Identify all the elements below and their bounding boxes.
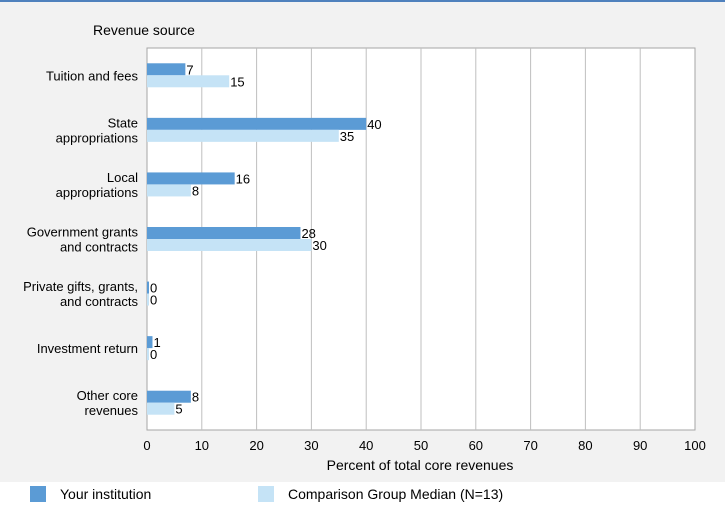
legend-swatch-your-institution	[30, 486, 46, 502]
bar-comparison-group	[147, 239, 312, 251]
bar-value-label: 28	[301, 226, 315, 241]
bar-value-label: 40	[367, 117, 381, 132]
bar-comparison-group	[147, 75, 230, 88]
bar-value-label: 16	[236, 171, 250, 186]
bar-value-label: 5	[175, 402, 182, 417]
legend: Your institution Comparison Group Median…	[0, 482, 725, 506]
bar-comparison-group	[147, 293, 149, 306]
bar-your-institution	[147, 227, 301, 239]
x-tick-label: 20	[249, 438, 263, 453]
bar-value-label: 7	[186, 62, 193, 77]
category-label: Government grants and contracts	[27, 225, 139, 255]
bar-value-label: 0	[150, 293, 157, 308]
bar-value-label: 35	[340, 129, 354, 144]
bar-value-label: 30	[312, 238, 326, 253]
legend-item-your-institution: Your institution	[30, 486, 151, 502]
bar-value-label: 8	[192, 390, 199, 405]
category-label: Tuition and fees	[46, 68, 139, 83]
bar-comparison-group	[147, 348, 149, 361]
x-axis-label: Percent of total core revenues	[327, 457, 514, 473]
bar-value-label: 0	[150, 347, 157, 362]
bar-comparison-group	[147, 184, 191, 197]
bar-value-label: 8	[192, 183, 199, 198]
legend-item-comparison-group: Comparison Group Median (N=13)	[258, 486, 503, 502]
x-tick-label: 0	[143, 438, 150, 453]
x-tick-label: 50	[414, 438, 428, 453]
bar-value-label: 1	[153, 335, 160, 350]
category-label: Local appropriations	[56, 170, 139, 200]
x-tick-label: 40	[359, 438, 373, 453]
bar-comparison-group	[147, 402, 175, 415]
bar-value-label: 0	[150, 281, 157, 296]
bar-your-institution	[147, 63, 186, 76]
bar-your-institution	[147, 336, 153, 349]
x-tick-label: 70	[523, 438, 537, 453]
legend-swatch-comparison-group	[258, 486, 274, 502]
legend-label-your-institution: Your institution	[60, 486, 152, 502]
category-label: Other core revenues	[77, 388, 139, 418]
x-tick-label: 80	[578, 438, 592, 453]
bar-your-institution	[147, 117, 367, 130]
chart-title: Revenue source	[93, 22, 195, 38]
bar-value-label: 15	[230, 74, 244, 89]
x-tick-label: 60	[469, 438, 483, 453]
bar-your-institution	[147, 172, 235, 185]
bar-your-institution	[147, 390, 191, 403]
x-tick-label: 30	[304, 438, 318, 453]
x-tick-label: 90	[633, 438, 647, 453]
bar-comparison-group	[147, 129, 339, 142]
bar-your-institution	[147, 281, 149, 294]
category-label: State appropriations	[56, 115, 139, 145]
category-label: Investment return	[37, 341, 138, 356]
x-tick-label: 100	[684, 438, 706, 453]
category-label: Private gifts, grants, and contracts	[23, 279, 138, 309]
x-tick-label: 10	[195, 438, 209, 453]
legend-label-comparison-group: Comparison Group Median (N=13)	[288, 486, 504, 502]
